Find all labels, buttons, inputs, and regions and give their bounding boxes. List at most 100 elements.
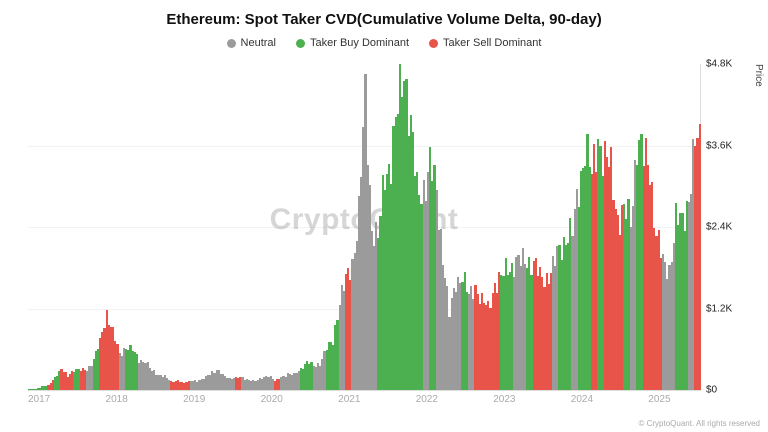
legend-item-taker-buy[interactable]: Taker Buy Dominant <box>295 37 410 49</box>
price-bar <box>638 140 641 390</box>
price-bar <box>564 245 568 390</box>
price-bar <box>465 291 468 390</box>
price-bar <box>470 286 473 390</box>
bars <box>28 64 701 390</box>
price-bar <box>304 363 307 390</box>
y-tick-label: $3.6K <box>706 140 733 151</box>
price-bar <box>38 387 41 390</box>
taker-buy-dot-icon <box>295 38 305 48</box>
price-bar <box>254 381 257 390</box>
price-bar <box>429 146 432 390</box>
price-bar <box>599 146 602 390</box>
price-bar <box>506 275 509 390</box>
price-bar <box>627 199 630 390</box>
price-bar <box>174 381 177 390</box>
price-bar <box>56 375 59 390</box>
price-bar <box>424 200 427 390</box>
price-bar <box>288 373 292 390</box>
price-bar <box>118 353 121 390</box>
price-bar <box>241 377 244 390</box>
price-bar <box>633 160 637 390</box>
price-bar <box>325 350 328 390</box>
price-bar <box>150 370 154 390</box>
price-bar <box>332 344 335 390</box>
price-bar <box>383 190 386 390</box>
price-bar <box>433 164 436 390</box>
price-bar <box>474 284 477 390</box>
x-tick-label: 2022 <box>415 394 438 405</box>
price-bar <box>653 227 656 390</box>
price-bar <box>202 379 205 390</box>
price-bar <box>685 200 688 390</box>
price-bar <box>549 273 552 390</box>
price-bar <box>543 287 546 390</box>
price-bar <box>528 256 531 390</box>
price-bar <box>245 379 248 390</box>
price-bar <box>666 278 669 390</box>
price-bar <box>623 203 626 390</box>
price-bar <box>603 140 606 390</box>
price-bar <box>567 243 570 390</box>
price-bar <box>129 344 132 390</box>
price-bar <box>189 381 192 390</box>
price-bar <box>122 347 126 390</box>
price-bar <box>47 384 50 390</box>
price-bar <box>605 156 609 390</box>
price-bar <box>642 165 645 390</box>
price-bar <box>418 195 421 390</box>
price-bar <box>478 304 481 390</box>
legend-item-taker-sell[interactable]: Taker Sell Dominant <box>429 37 541 49</box>
price-bar <box>338 305 341 390</box>
price-bar <box>616 215 619 390</box>
legend-item-neutral[interactable]: Neutral <box>226 37 276 49</box>
price-bar <box>577 206 580 390</box>
price-bar <box>84 370 87 390</box>
price-bar <box>140 359 143 390</box>
price-bar <box>689 193 693 390</box>
price-bar <box>495 292 499 390</box>
price-bar <box>135 354 138 390</box>
price-bar <box>230 378 233 390</box>
price-bar <box>159 375 162 390</box>
price-bar <box>265 376 268 390</box>
price-bar <box>43 386 46 390</box>
price-bar <box>200 378 203 390</box>
price-bar <box>120 355 123 390</box>
price-bar <box>314 366 317 390</box>
price-bar <box>178 382 182 390</box>
y-tick-label: $4.8K <box>706 58 733 70</box>
price-bar <box>416 172 419 390</box>
price-bar <box>467 294 471 390</box>
price-bar <box>243 379 246 390</box>
price-bar <box>625 218 628 390</box>
price-bar <box>444 278 447 390</box>
price-bar <box>661 253 665 390</box>
price-bar <box>316 363 320 390</box>
price-bar <box>534 258 537 390</box>
price-bar <box>94 350 97 390</box>
legend: Neutral Taker Buy Dominant Taker Sell Do… <box>0 37 768 49</box>
x-tick-label: 2024 <box>570 394 594 405</box>
price-bar <box>457 276 460 390</box>
price-bar <box>448 317 451 390</box>
price-bar <box>595 171 598 390</box>
price-bar <box>79 370 82 390</box>
price-bar <box>351 258 354 390</box>
price-bar <box>657 230 660 390</box>
legend-label-taker-buy: Taker Buy Dominant <box>309 37 410 49</box>
price-bar <box>547 283 550 390</box>
price-bar <box>211 371 214 390</box>
price-bar <box>306 360 309 390</box>
price-bar <box>107 324 110 390</box>
price-bar <box>463 271 466 390</box>
price-bar <box>336 320 339 390</box>
price-bar <box>222 373 225 390</box>
price-bar <box>291 374 294 390</box>
price-bar <box>560 260 563 390</box>
price-bar <box>370 231 373 390</box>
price-bar <box>204 375 207 390</box>
price-bar <box>366 165 369 390</box>
x-tick-label: 2021 <box>338 394 361 405</box>
price-bar <box>68 374 72 390</box>
price-bar <box>450 297 453 390</box>
